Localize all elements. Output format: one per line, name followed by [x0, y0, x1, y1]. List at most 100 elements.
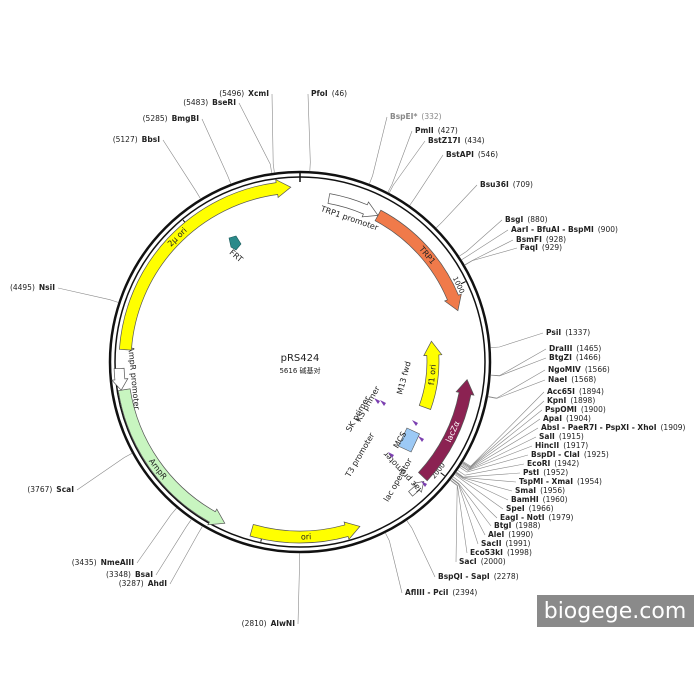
site-position: (1915): [559, 432, 584, 441]
site-leader: [461, 229, 509, 261]
enzyme-name: NsiI: [39, 283, 55, 292]
site-leader: [464, 247, 518, 266]
enzyme-name: BamHI: [511, 495, 539, 504]
enzyme-name: BtgZI: [549, 353, 572, 362]
site-leader: [385, 532, 403, 594]
enzyme-name: SacI: [459, 557, 477, 566]
site-leader: [490, 357, 547, 377]
site-leader: [409, 154, 444, 206]
site-position: (1990): [508, 530, 533, 539]
site-position: (928): [546, 235, 566, 244]
site-label: BsgI (880): [505, 215, 548, 224]
enzyme-name: HincII: [535, 441, 559, 450]
enzyme-name: ApaI: [543, 414, 562, 423]
site-label: (3348) BsaI: [106, 570, 153, 579]
inner-marker: [388, 452, 394, 458]
site-leader: [57, 287, 119, 303]
site-label: (5496) XcmI: [219, 89, 269, 98]
site-leader: [452, 476, 498, 519]
enzyme-name: PmlI: [415, 126, 434, 135]
site-label: PfoI (46): [311, 89, 347, 98]
site-position: (5285): [143, 114, 168, 123]
site-position: (1465): [576, 344, 601, 353]
site-label: DraIII (1465): [549, 344, 601, 353]
enzyme-name: BseRI: [212, 98, 236, 107]
enzyme-name: NgoMIV: [548, 365, 581, 374]
site-leader: [435, 184, 478, 229]
site-label: PstI (1952): [523, 468, 568, 477]
site-position: (1466): [576, 353, 601, 362]
site-position: (1991): [506, 539, 531, 548]
feature-arrow: [408, 480, 425, 497]
site-position: (3348): [106, 570, 131, 579]
site-position: (900): [598, 225, 618, 234]
site-position: (1988): [515, 521, 540, 530]
feature-arrow: [249, 521, 361, 544]
site-label: BspQI - SapI (2278): [438, 572, 519, 581]
site-position: (1979): [548, 513, 573, 522]
site-label: NaeI (1568): [548, 375, 596, 384]
enzyme-name: AbsI - PaeR7I - PspXI - XhoI: [541, 423, 657, 432]
site-label: TspMI - XmaI (1954): [519, 477, 602, 486]
site-label: EcoRI (1942): [527, 459, 579, 468]
site-position: (46): [332, 89, 347, 98]
site-label: SalI (1915): [539, 432, 584, 441]
site-position: (1568): [571, 375, 596, 384]
enzyme-name: BspEI*: [390, 112, 417, 121]
site-leader: [201, 118, 232, 185]
enzyme-name: TspMI - XmaI: [519, 477, 573, 486]
feature-arrow: [374, 209, 462, 312]
site-leader: [455, 472, 517, 483]
enzyme-name: PspOMI: [545, 405, 577, 414]
site-position: (1909): [661, 423, 686, 432]
enzyme-name: PsiI: [546, 328, 561, 337]
enzyme-name: SacII: [481, 539, 502, 548]
site-leader: [451, 478, 479, 545]
inner-marker: [421, 481, 427, 487]
site-position: (5127): [113, 135, 138, 144]
site-position: (2278): [494, 572, 519, 581]
site-position: (1566): [585, 365, 610, 374]
site-position: (1942): [554, 459, 579, 468]
enzyme-name: Eco53kI: [470, 548, 503, 557]
site-position: (2000): [481, 557, 506, 566]
site-label: BtgZI (1466): [549, 353, 601, 362]
site-leader: [459, 454, 529, 473]
feature-arrow: [111, 367, 129, 391]
site-position: (427): [438, 126, 458, 135]
site-label: Acc65I (1894): [547, 387, 604, 396]
site-label: BstAPI (546): [446, 150, 498, 159]
feature-arrow: [117, 388, 226, 526]
enzyme-name: EcoRI: [527, 459, 550, 468]
site-leader: [460, 436, 537, 471]
site-leader: [297, 553, 300, 625]
enzyme-name: EagI - NotI: [500, 513, 545, 522]
enzyme-name: BstAPI: [446, 150, 474, 159]
site-leader: [456, 471, 521, 478]
site-label: SpeI (1966): [506, 504, 554, 513]
site-leader: [155, 519, 192, 576]
site-position: (1917): [563, 441, 588, 450]
site-label: (5127) BbsI: [113, 135, 161, 144]
inner-marker: [412, 420, 418, 426]
enzyme-name: FaqI: [520, 243, 538, 252]
enzyme-name: BmgBI: [172, 114, 200, 123]
enzyme-name: NmeAIII: [101, 558, 135, 567]
site-position: (1960): [543, 495, 568, 504]
mcs-box: [398, 427, 420, 453]
enzyme-name: SalI: [539, 432, 555, 441]
feature-arrow: [418, 340, 443, 410]
feature-label: ori: [301, 532, 312, 541]
site-leader: [458, 219, 503, 257]
site-label: (3287) AhdI: [119, 579, 167, 588]
site-leader: [388, 140, 426, 194]
watermark-box: [537, 595, 694, 627]
site-position: (3767): [27, 485, 52, 494]
site-label: KpnI (1898): [547, 396, 595, 405]
enzyme-name: PfoI: [311, 89, 328, 98]
enzyme-name: SmaI: [515, 486, 536, 495]
site-label: BsmFI (928): [516, 235, 566, 244]
site-label: PsiI (1337): [546, 328, 590, 337]
inner-marker: [374, 398, 380, 404]
